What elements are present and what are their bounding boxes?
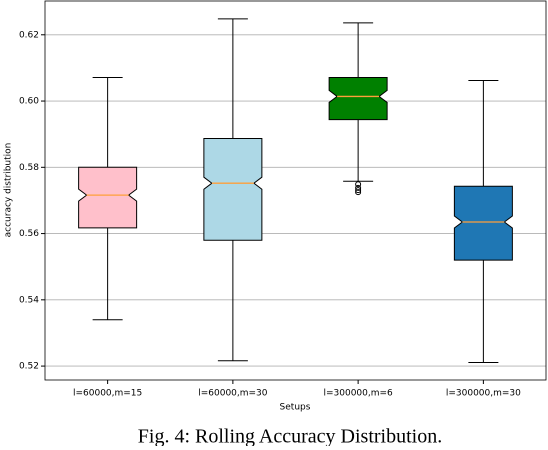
y-tick-label: 0.52: [19, 362, 39, 372]
y-tick-label: 0.56: [19, 229, 39, 239]
plot-frame: [44, 0, 547, 381]
box: [453, 185, 513, 261]
x-tick-label: l=300000,m=6: [323, 389, 393, 399]
x-tick-label: l=60000,m=15: [73, 389, 142, 399]
caption: Fig. 4: Rolling Accuracy Distribution.: [138, 426, 442, 446]
x-tick-label: l=300000,m=30: [446, 389, 521, 399]
y-tick-label: 0.58: [19, 163, 39, 173]
y-axis-label: accuracy distribution: [4, 143, 14, 238]
y-tick-label: 0.60: [19, 97, 39, 107]
y-tick-label: 0.54: [19, 295, 39, 305]
box: [78, 166, 138, 229]
box: [328, 77, 388, 121]
outlier: [355, 184, 362, 191]
outlier: [355, 181, 362, 188]
x-axis-label: Setups: [280, 403, 311, 413]
outlier: [355, 189, 362, 196]
y-tick-label: 0.62: [19, 30, 39, 40]
box: [203, 137, 263, 241]
x-tick-label: l=60000,m=30: [198, 389, 268, 399]
outlier: [355, 187, 362, 194]
